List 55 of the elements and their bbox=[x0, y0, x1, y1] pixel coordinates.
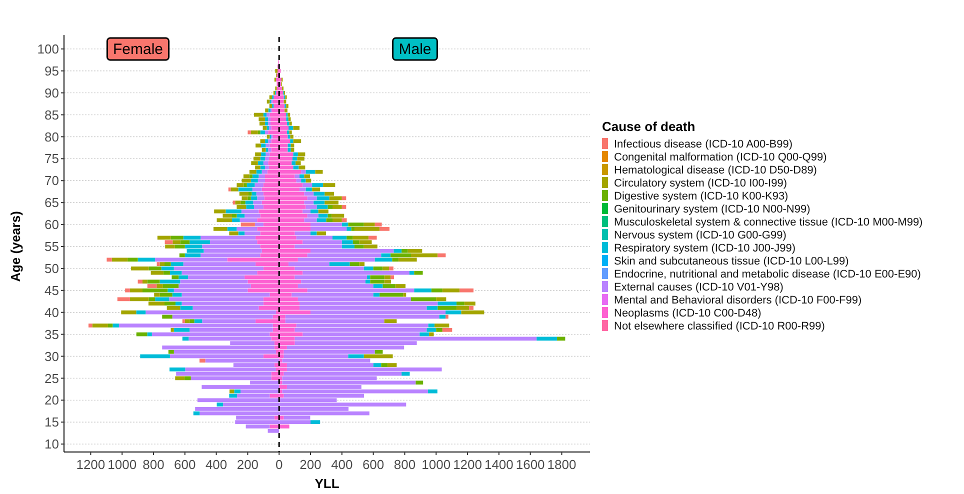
x-tick-label: 1200 bbox=[453, 457, 482, 472]
y-tick-label: 60 bbox=[44, 217, 59, 232]
y-tick-label: 15 bbox=[44, 414, 59, 430]
x-tick-label: 1400 bbox=[484, 457, 514, 472]
x-tick-label: 1600 bbox=[516, 457, 545, 472]
y-tick-label: 45 bbox=[44, 282, 59, 298]
y-tick-label: 50 bbox=[44, 261, 59, 276]
x-tick-label: 200 bbox=[300, 457, 322, 472]
y-tick-label: 10 bbox=[44, 436, 59, 452]
y-tick-label: 20 bbox=[44, 392, 59, 408]
y-tick-label: 25 bbox=[44, 370, 59, 386]
x-tick-label: 1200 bbox=[76, 457, 106, 472]
legend-label: Musculoskeletal system & connective tissue (ICD-10 M00-M99) bbox=[614, 216, 923, 228]
y-tick-label: 100 bbox=[37, 41, 59, 56]
y-tick-label: 55 bbox=[44, 239, 59, 254]
legend-title: Cause of death bbox=[602, 119, 696, 134]
x-tick-label: 800 bbox=[394, 457, 416, 472]
y-tick-label: 75 bbox=[44, 151, 59, 166]
y-tick-label: 40 bbox=[44, 304, 59, 320]
x-tick-label: 200 bbox=[236, 457, 259, 472]
x-tick-label: 1800 bbox=[547, 457, 576, 472]
legend-label: Neoplasms (ICD-10 C00-D48) bbox=[614, 308, 762, 320]
legend-label: Skin and subcutaneous tissue (ICD-10 L00-L99) bbox=[614, 256, 849, 268]
legend-label: Hematological disease (ICD-10 D50-D89) bbox=[614, 164, 817, 176]
legend-label: Mental and Behavioral disorders (ICD-10 F00-F99) bbox=[614, 294, 862, 306]
y-tick-label: 95 bbox=[44, 63, 59, 78]
x-tick-label: 600 bbox=[174, 457, 196, 472]
y-tick-label: 70 bbox=[44, 173, 59, 188]
x-tick-label: 0 bbox=[275, 457, 283, 472]
legend-label: Nervous system (ICD-10 G00-G99) bbox=[614, 230, 786, 242]
x-tick-label: 400 bbox=[205, 457, 228, 472]
y-tick-label: 80 bbox=[44, 129, 59, 144]
legend-label: Congenital malformation (ICD-10 Q00-Q99) bbox=[614, 152, 827, 164]
x-tick-label: 1000 bbox=[108, 457, 137, 472]
y-tick-label: 85 bbox=[44, 107, 59, 122]
y-tick-label: 35 bbox=[44, 326, 59, 342]
legend-label: External causes (ICD-10 V01-Y98) bbox=[614, 282, 784, 294]
annotation: Male bbox=[398, 41, 432, 58]
legend-label: Genitourinary system (ICD-10 N00-N99) bbox=[614, 204, 810, 216]
x-tick-label: 600 bbox=[362, 457, 384, 472]
y-tick-label: 90 bbox=[44, 85, 59, 100]
y-tick-label: 30 bbox=[44, 348, 59, 364]
annotation: Female bbox=[112, 41, 164, 58]
y-tick-label: 65 bbox=[44, 195, 59, 210]
legend-label: Circulatory system (ICD-10 I00-I99) bbox=[614, 178, 787, 190]
x-axis-title: YLL bbox=[314, 476, 340, 491]
legend-label: Infectious disease (ICD-10 A00-B99) bbox=[614, 138, 793, 150]
legend-label: Endocrine, nutritional and metabolic disease (ICD-10 E00-E90) bbox=[614, 268, 921, 280]
legend-label: Respiratory system (ICD-10 J00-J99) bbox=[614, 242, 796, 254]
x-tick-label: 800 bbox=[142, 457, 164, 472]
x-tick-label: 400 bbox=[331, 457, 353, 472]
legend-label: Digestive system (ICD-10 K00-K93) bbox=[614, 190, 788, 202]
y-axis-title: Age (years) bbox=[8, 211, 23, 282]
x-tick-label: 1000 bbox=[422, 457, 451, 472]
legend-label: Not elsewhere classified (ICD-10 R00-R99) bbox=[614, 320, 825, 332]
